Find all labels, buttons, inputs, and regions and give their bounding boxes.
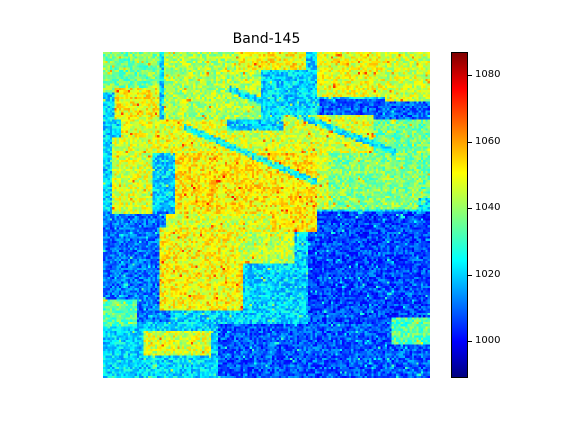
colorbar-tick-mark [468, 341, 472, 342]
colorbar-tick-label: 1040 [475, 202, 501, 213]
plot-title: Band-145 [232, 31, 301, 47]
colorbar-tick-label: 1000 [475, 335, 501, 346]
colorbar-tick-mark [468, 275, 472, 276]
colorbar-tick-mark [468, 208, 472, 209]
colorbar-tick-label: 1060 [475, 136, 501, 147]
colorbar-tick-label: 1020 [475, 269, 501, 280]
colorbar-tick-label: 1080 [475, 69, 501, 80]
colorbar-tick-mark [468, 142, 472, 143]
colorbar [451, 52, 468, 378]
band-image-heatmap [103, 52, 430, 378]
colorbar-tick-mark [468, 75, 472, 76]
